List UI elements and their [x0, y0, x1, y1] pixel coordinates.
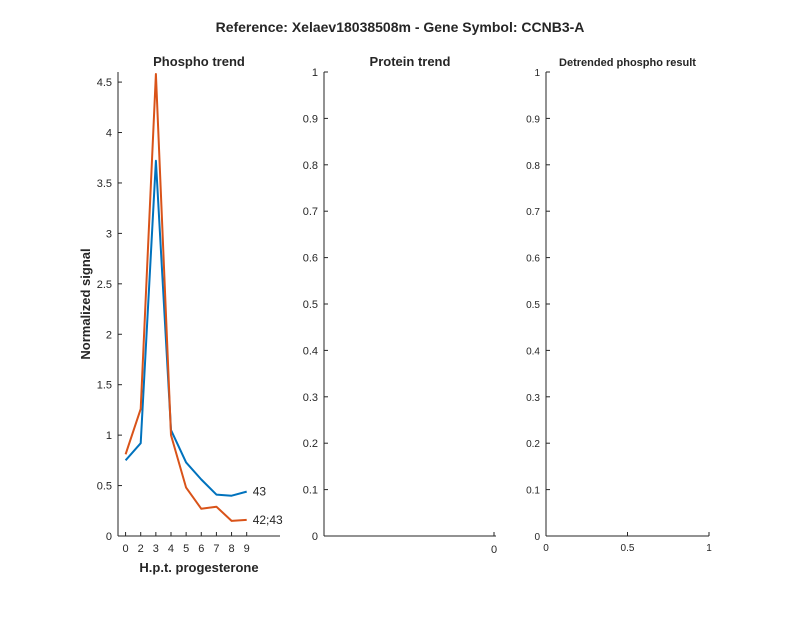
detrended-phospho-chart: Detrended phospho result 0 0.1 0.2 0.3 0.4 0.5… [526, 57, 712, 554]
y-tick-label: 0 [312, 531, 318, 543]
y-tick-label: 2.5 [97, 279, 112, 291]
y-tick-label: 0.3 [303, 392, 318, 404]
y-tick-label: 0.9 [526, 114, 540, 125]
y-axis-label: Normalized signal [78, 248, 93, 359]
y-tick-label: 0.3 [526, 393, 540, 404]
series-end-label: 42;43 [253, 513, 283, 527]
x-tick-label: 1 [706, 543, 712, 554]
series-line-site-43 [124, 159, 247, 497]
y-tick-label: 3.5 [97, 178, 112, 190]
x-tick-label: 4 [168, 543, 174, 555]
y-tick-label: 4 [106, 128, 112, 140]
x-tick-label: 5 [183, 543, 189, 555]
figure-title: Reference: Xelaev18038508m - Gene Symbol… [216, 19, 585, 35]
y-tick-label: 0.8 [526, 161, 540, 172]
x-tick-label: 6 [198, 543, 204, 555]
y-tick-label: 0.5 [303, 299, 318, 311]
y-tick-label: 0.7 [303, 206, 318, 218]
y-tick-label: 1 [312, 67, 318, 79]
y-tick-label: 4.5 [97, 77, 112, 89]
x-tick-label: 8 [228, 543, 234, 555]
y-tick-label: 0.2 [526, 439, 540, 450]
x-tick-label: 0 [543, 543, 549, 554]
y-tick-label: 1 [106, 430, 112, 442]
chart-title: Phospho trend [153, 54, 245, 69]
series-line-site-42-43 [124, 73, 247, 522]
chart-title: Protein trend [370, 54, 451, 69]
y-tick-label: 3 [106, 228, 112, 240]
y-tick-label: 0.6 [303, 253, 318, 265]
x-tick-label: 0.5 [621, 543, 635, 554]
y-tick-label: 1.5 [97, 380, 112, 392]
y-tick-label: 0.8 [303, 160, 318, 172]
y-tick-label: 0.1 [526, 486, 540, 497]
y-tick-label: 0.5 [97, 481, 112, 493]
y-tick-label: 0.4 [526, 346, 540, 357]
x-tick-label: 7 [213, 543, 219, 555]
y-tick-label: 0.6 [526, 254, 540, 265]
y-tick-label: 0.5 [526, 300, 540, 311]
y-tick-label: 1 [534, 68, 540, 79]
y-tick-label: 2 [106, 329, 112, 341]
chart-title: Detrended phospho result [559, 57, 696, 69]
y-tick-label: 0.4 [303, 345, 318, 357]
x-tick-label: 3 [153, 543, 159, 555]
y-tick-label: 0 [534, 532, 540, 543]
x-tick-label: 9 [244, 543, 250, 555]
x-axis-label: H.p.t. progesterone [139, 560, 258, 575]
x-tick-label: 0 [491, 544, 497, 556]
y-tick-label: 0.1 [303, 485, 318, 497]
y-tick-label: 0.2 [303, 438, 318, 450]
x-tick-label: 2 [138, 543, 144, 555]
series-end-label: 43 [253, 485, 267, 499]
y-tick-label: 0 [106, 531, 112, 543]
x-tick-label: 0 [123, 543, 129, 555]
y-tick-label: 0.9 [303, 113, 318, 125]
protein-trend-chart: Protein trend 0 0.1 0.2 0.3 0.4 0.5 0.6 0.7 0.8 0.… [303, 54, 497, 556]
y-tick-label: 0.7 [526, 207, 540, 218]
